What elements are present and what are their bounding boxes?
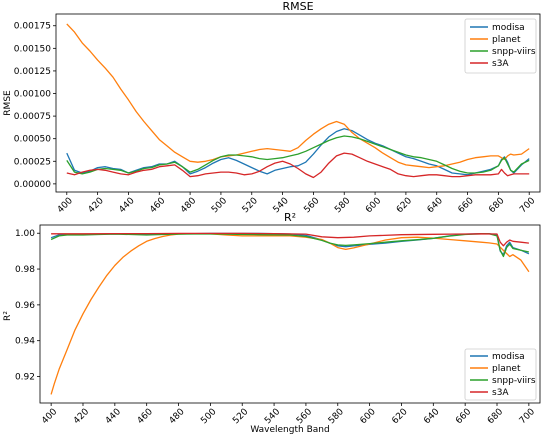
r2-legend-label-s3a: s3A xyxy=(492,388,509,398)
rmse-legend-label-s3a: s3A xyxy=(492,59,509,69)
series-line-modisa xyxy=(66,128,530,176)
x-tick-label: 660 xyxy=(454,407,473,426)
r2-y-axis-label: R² xyxy=(3,311,13,321)
x-tick-label: 540 xyxy=(263,407,282,426)
rmse-y-axis-label: RMSE xyxy=(3,90,13,116)
x-tick-label: 460 xyxy=(148,196,167,215)
series-line-s3a xyxy=(51,232,529,247)
y-tick-label: 0.96 xyxy=(15,301,35,311)
r2-x-ticks: 400 420 440 460 480 500 520 540 560 580 600 620 640 6… xyxy=(40,403,537,426)
x-tick-label: 640 xyxy=(422,407,441,426)
r2-chart-title: R² xyxy=(284,211,296,224)
x-tick-label: 400 xyxy=(56,196,75,215)
series-line-snpp-viirs xyxy=(50,233,530,258)
rmse-plot-frame xyxy=(55,13,541,193)
rmse-legend-box xyxy=(464,18,537,74)
series-line-snpp-viirs xyxy=(66,135,530,175)
x-tick-label: 400 xyxy=(40,407,59,426)
x-tick-label: 440 xyxy=(117,196,136,215)
x-tick-label: 460 xyxy=(136,407,155,426)
x-tick-label: 680 xyxy=(487,196,506,215)
x-tick-label: 440 xyxy=(104,407,123,426)
rmse-legend-label-modisa: modisa xyxy=(492,23,525,33)
x-tick-label: 420 xyxy=(72,407,91,426)
rmse-legend-label-snpp-viirs: snpp-viirs xyxy=(492,47,536,57)
rmse-legend: modisa planet snpp-viirs s3A xyxy=(464,18,537,74)
y-tick-label: 0.00025 xyxy=(14,157,51,167)
x-tick-label: 680 xyxy=(486,407,505,426)
x-tick-label: 640 xyxy=(426,196,445,215)
r2-chart: R² R² Wavelength Band 0.92 0.94 0.96 0.98 1.… xyxy=(3,211,541,435)
y-tick-label: 0.00125 xyxy=(14,67,51,77)
x-tick-label: 500 xyxy=(199,407,218,426)
y-tick-label: 0.92 xyxy=(15,372,35,382)
y-tick-label: 1.00 xyxy=(15,229,35,239)
r2-legend-label-planet: planet xyxy=(492,364,521,374)
r2-legend-label-modisa: modisa xyxy=(492,352,525,362)
x-tick-label: 420 xyxy=(87,196,106,215)
x-tick-label: 480 xyxy=(168,407,187,426)
r2-legend-label-snpp-viirs: snpp-viirs xyxy=(492,376,536,386)
x-tick-label: 700 xyxy=(518,196,537,215)
r2-legend-box xyxy=(464,348,537,401)
y-tick-label: 0.00075 xyxy=(14,112,51,122)
rmse-legend-label-planet: planet xyxy=(492,35,521,45)
rmse-x-ticks: 400 420 440 460 480 500 520 540 560 580 600 620 640 6… xyxy=(56,192,538,215)
x-tick-label: 520 xyxy=(231,407,250,426)
y-tick-label: 0.00150 xyxy=(14,44,51,54)
x-tick-label: 600 xyxy=(364,196,383,215)
x-tick-label: 700 xyxy=(518,407,537,426)
x-tick-label: 580 xyxy=(333,196,352,215)
y-tick-label: 0.94 xyxy=(15,337,35,347)
r2-y-ticks: 0.92 0.94 0.96 0.98 1.00 xyxy=(15,229,40,382)
r2-legend: modisa planet snpp-viirs s3A xyxy=(464,348,537,401)
rmse-y-ticks: 0.00000 0.00025 0.00050 0.00075 0.00100 0.001… xyxy=(14,22,56,190)
x-tick-label: 560 xyxy=(302,196,321,215)
x-tick-label: 580 xyxy=(327,407,346,426)
x-tick-label: 500 xyxy=(210,196,229,215)
y-tick-label: 0.00175 xyxy=(14,22,51,32)
r2-x-axis-label: Wavelength Band xyxy=(250,425,329,435)
series-line-planet xyxy=(66,23,530,169)
y-tick-label: 0.00000 xyxy=(14,180,51,190)
y-tick-label: 0.98 xyxy=(15,265,35,275)
x-tick-label: 600 xyxy=(359,407,378,426)
series-line-planet xyxy=(50,232,530,395)
y-tick-label: 0.00100 xyxy=(14,90,51,100)
x-tick-label: 660 xyxy=(457,196,476,215)
r2-plot-frame xyxy=(39,224,541,404)
x-tick-label: 620 xyxy=(390,407,409,426)
x-tick-label: 480 xyxy=(179,196,198,215)
x-tick-label: 520 xyxy=(241,196,260,215)
r2-series-lines xyxy=(50,232,530,395)
rmse-chart: RMSE RMSE 0.000000.000250.000500.000750.… xyxy=(3,0,541,215)
y-tick-label: 0.00050 xyxy=(14,135,51,145)
rmse-chart-title: RMSE xyxy=(282,0,313,13)
x-tick-label: 620 xyxy=(395,196,414,215)
series-line-modisa xyxy=(50,232,530,256)
x-tick-label: 560 xyxy=(295,407,314,426)
series-line-s3a xyxy=(66,152,530,179)
rmse-series-lines xyxy=(66,23,530,179)
